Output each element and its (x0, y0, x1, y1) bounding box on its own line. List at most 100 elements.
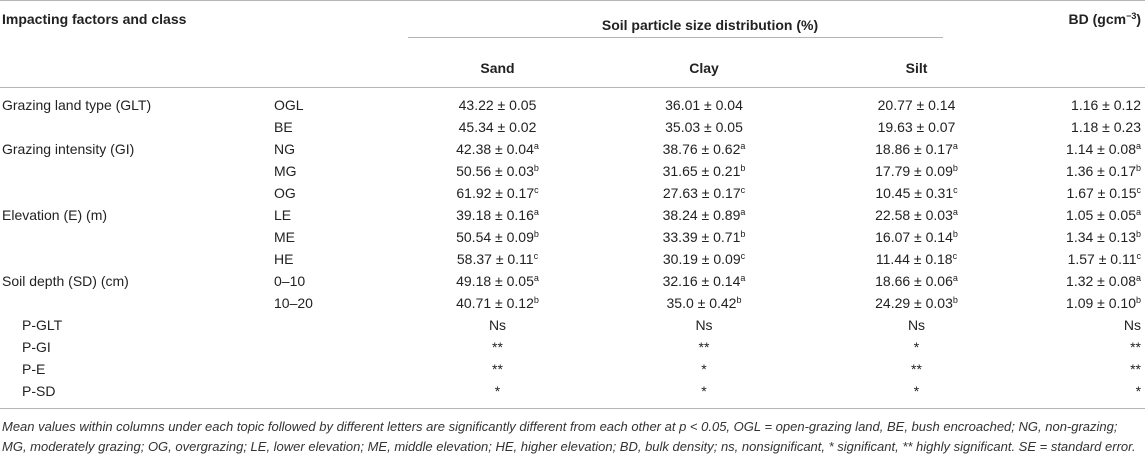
bd-cell: 1.32 ± 0.08a (1012, 270, 1145, 292)
bd-cell: 1.67 ± 0.15c (1012, 182, 1145, 204)
clay-cell-value: 36.01 ± 0.04 (665, 97, 743, 113)
factor-cell (0, 248, 268, 270)
p-value-row: P-GI ** ** * ** (0, 336, 1145, 358)
bd-cell-value: 1.16 ± 0.12 (1071, 97, 1142, 113)
sand-cell-value: 61.92 ± 0.17 (456, 185, 535, 201)
silt-cell-letter: b (952, 295, 958, 305)
bd-cell-letter: c (1136, 185, 1142, 195)
sand-cell: 43.22 ± 0.05 (408, 88, 587, 117)
silt-cell-letter: c (953, 185, 958, 195)
class-cell: OG (274, 185, 296, 201)
sand-cell: 58.37 ± 0.11c (408, 248, 587, 270)
clay-cell: 27.63 ± 0.17c (587, 182, 821, 204)
bd-cell: 1.09 ± 0.10b (1012, 292, 1145, 314)
class-cell: ME (274, 229, 295, 245)
p-blank-cell (268, 358, 408, 380)
class-cell: NG (274, 141, 295, 157)
class-cell: LE (274, 207, 292, 223)
sand-cell-letter: b (533, 229, 539, 239)
sand-cell: 61.92 ± 0.17c (408, 182, 587, 204)
sand-cell-letter: a (533, 207, 539, 217)
table-row: MG 50.56 ± 0.03b 31.65 ± 0.21b 17.79 ± 0.09… (0, 160, 1145, 182)
silt-cell-value: 11.44 ± 0.18 (875, 251, 953, 267)
bd-cell-letter: a (1136, 141, 1142, 151)
sand-cell: 42.38 ± 0.04a (408, 138, 587, 160)
p-label-cell: P-E (22, 361, 46, 377)
clay-cell-letter: b (740, 229, 746, 239)
p-bd-cell: ** (1130, 361, 1142, 377)
factor-cell: Elevation (E) (m) (2, 207, 108, 223)
silt-cell: 11.44 ± 0.18c (821, 248, 1012, 270)
silt-cell-letter: a (952, 207, 958, 217)
silt-cell: 16.07 ± 0.14b (821, 226, 1012, 248)
silt-cell-value: 18.86 ± 0.17 (875, 141, 953, 157)
p-value-row: P-SD * * * * (0, 380, 1145, 409)
bd-cell: 1.34 ± 0.13b (1012, 226, 1145, 248)
sand-cell-value: 40.71 ± 0.12 (456, 295, 534, 311)
clay-cell-value: 35.03 ± 0.05 (665, 119, 743, 135)
p-blank-cell (268, 380, 408, 409)
sand-column-header: Sand (408, 49, 587, 88)
bd-cell: 1.05 ± 0.05a (1012, 204, 1145, 226)
clay-cell-letter: b (740, 163, 746, 173)
silt-cell-value: 10.45 ± 0.31 (875, 185, 954, 201)
p-blank-cell (268, 336, 408, 358)
bd-cell-value: 1.57 ± 0.11 (1067, 251, 1137, 267)
silt-column-header: Silt (821, 49, 1013, 88)
silt-cell-letter: c (952, 251, 958, 261)
p-sand-cell: * (408, 380, 587, 409)
bd-header-exponent: −3 (1126, 11, 1137, 21)
bd-header-label: BD (gcm (1068, 11, 1127, 27)
clay-cell: 32.16 ± 0.14a (587, 270, 821, 292)
bd-cell-value: 1.14 ± 0.08 (1066, 141, 1136, 157)
class-cell: 0–10 (274, 273, 306, 289)
clay-cell: 31.65 ± 0.21b (587, 160, 821, 182)
p-label-cell: P-GLT (22, 317, 63, 333)
table-row: Grazing intensity (GI) NG 42.38 ± 0.04a 38.… (0, 138, 1145, 160)
sand-cell: 40.71 ± 0.12b (408, 292, 587, 314)
bd-cell: 1.18 ± 0.23 (1012, 116, 1145, 138)
bd-cell-value: 1.36 ± 0.17 (1066, 163, 1136, 179)
silt-cell-letter: a (952, 273, 958, 283)
silt-cell-value: 19.63 ± 0.07 (877, 119, 956, 135)
p-sand-cell: Ns (488, 317, 507, 333)
table-row: OG 61.92 ± 0.17c 27.63 ± 0.17c 10.45 ± 0.31… (0, 182, 1145, 204)
class-cell: BE (274, 119, 293, 135)
silt-cell-value: 24.29 ± 0.03 (875, 295, 953, 311)
factor-column-header: Impacting factors and class (0, 0, 408, 49)
clay-cell-value: 35.0 ± 0.42 (666, 295, 737, 311)
p-sand-cell: ** (492, 339, 503, 355)
clay-cell: 33.39 ± 0.71b (587, 226, 821, 248)
bd-cell: 1.16 ± 0.12 (1012, 88, 1145, 117)
silt-cell-value: 22.58 ± 0.03 (875, 207, 953, 223)
bd-cell-value: 1.32 ± 0.08 (1066, 273, 1136, 289)
p-bd-cell: Ns (1123, 317, 1142, 333)
sand-cell-value: 49.18 ± 0.05 (456, 273, 534, 289)
sand-cell-letter: a (533, 141, 539, 151)
sand-cell-value: 50.56 ± 0.03 (456, 163, 534, 179)
p-label-cell: P-SD (0, 380, 268, 409)
bd-cell-letter: b (1136, 229, 1142, 239)
p-silt-cell: Ns (907, 317, 926, 333)
sand-cell: 39.18 ± 0.16a (408, 204, 587, 226)
clay-cell: 35.03 ± 0.05 (587, 116, 821, 138)
psd-column-header: Soil particle size distribution (%) (408, 0, 1013, 49)
clay-cell: 38.24 ± 0.89a (587, 204, 821, 226)
silt-cell: 22.58 ± 0.03a (821, 204, 1012, 226)
bd-column-header: BD (gcm−3) (1012, 0, 1145, 49)
silt-cell: 20.77 ± 0.14 (821, 88, 1012, 117)
p-bd-cell: ** (1130, 339, 1142, 355)
clay-cell-letter: a (740, 207, 746, 217)
silt-cell: 19.63 ± 0.07 (821, 116, 1012, 138)
table-row: ME 50.54 ± 0.09b 33.39 ± 0.71b 16.07 ± 0.14… (0, 226, 1145, 248)
silt-cell: 10.45 ± 0.31c (821, 182, 1012, 204)
bd-cell-value: 1.05 ± 0.05 (1066, 207, 1136, 223)
blank-subheader (0, 49, 408, 88)
silt-cell: 18.86 ± 0.17a (821, 138, 1012, 160)
factor-cell: Soil depth (SD) (cm) (2, 273, 129, 289)
bd-cell-value: 1.09 ± 0.10 (1066, 295, 1136, 311)
psd-header-rule (408, 37, 943, 38)
clay-cell: 38.76 ± 0.62a (587, 138, 821, 160)
p-value-row: P-E ** * ** ** (0, 358, 1145, 380)
